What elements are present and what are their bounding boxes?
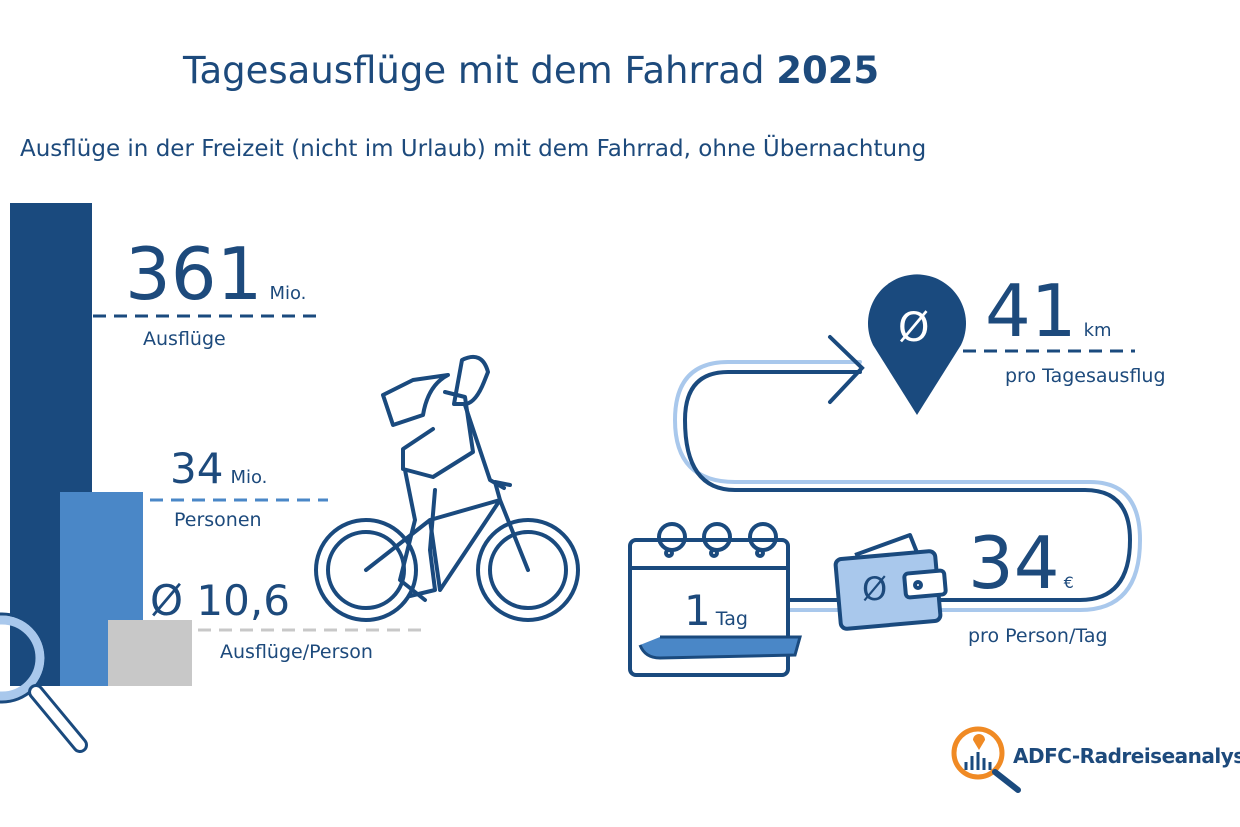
magnifier-icon: [0, 612, 88, 753]
page-title: Tagesausflüge mit dem Fahrrad 2025: [183, 52, 879, 89]
bar-per-person: [108, 620, 192, 686]
trips-stat: 361 Mio.: [125, 238, 306, 310]
spending-unit: €: [1063, 573, 1074, 592]
adfc-logo-icon: [951, 726, 1021, 793]
distance-value: 41: [985, 269, 1077, 353]
map-pin-icon: [868, 274, 967, 415]
spending-label: pro Person/Tag: [968, 625, 1108, 647]
trips-value: 361: [125, 232, 263, 316]
distance-unit: km: [1083, 320, 1112, 341]
duration-stat: 1 Tag: [684, 590, 748, 632]
spending-value: 34: [968, 521, 1060, 605]
persons-label: Personen: [174, 509, 262, 531]
spending-stat: 34 €: [968, 527, 1074, 599]
persons-value: 34: [170, 444, 224, 493]
pin-symbol: Ø: [898, 305, 930, 351]
trips-label: Ausflüge: [143, 328, 226, 350]
calendar-icon: [628, 522, 802, 677]
per-person-value: Ø 10,6: [150, 576, 290, 625]
cyclist-icon: [314, 355, 580, 622]
route-arrow-icon: [672, 335, 1143, 612]
distance-label: pro Tagesausflug: [1005, 365, 1166, 387]
wallet-symbol: Ø: [862, 570, 888, 608]
logo-text: ADFC-Radreiseanalyse: [1013, 744, 1240, 768]
per-person-label: Ausflüge/Person: [220, 641, 373, 663]
distance-stat: 41 km: [985, 275, 1112, 347]
duration-unit: Tag: [715, 608, 748, 630]
trips-unit: Mio.: [269, 283, 307, 304]
subtitle: Ausflüge in der Freizeit (nicht im Urlau…: [20, 136, 927, 162]
duration-value: 1: [684, 586, 711, 635]
persons-unit: Mio.: [230, 467, 268, 488]
wallet-icon: [833, 533, 948, 631]
title-year: 2025: [776, 49, 880, 92]
persons-stat: 34 Mio.: [170, 448, 267, 490]
title-text: Tagesausflüge mit dem Fahrrad: [183, 49, 765, 92]
